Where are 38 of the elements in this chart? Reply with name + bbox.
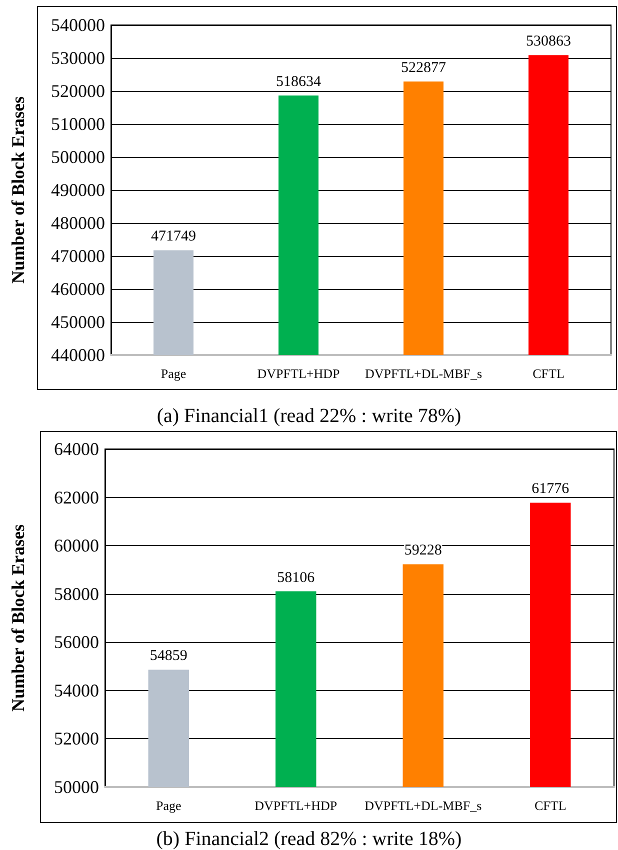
y-tick-label: 500000	[51, 147, 105, 167]
x-tick-label: DVPFTL+DL-MBF_s	[364, 366, 482, 381]
y-tick-label: 52000	[54, 728, 99, 749]
x-tick-label: Page	[156, 798, 182, 813]
data-label: 522877	[401, 60, 446, 76]
x-tick-label: CFTL	[532, 366, 564, 381]
data-label: 518634	[276, 74, 322, 90]
y-tick-label: 62000	[54, 487, 99, 508]
y-tick-label: 490000	[51, 180, 105, 200]
y-tick-label: 470000	[51, 246, 105, 266]
x-tick-label: CFTL	[534, 798, 566, 813]
y-tick-label: 58000	[54, 584, 99, 604]
y-tick-label: 510000	[51, 114, 105, 134]
y-tick-label: 56000	[54, 632, 99, 652]
y-tick-label: 480000	[51, 213, 105, 233]
text: (a) Financial1 (read 22% : write 78%)	[156, 405, 462, 427]
y-tick-label: 54000	[54, 680, 99, 700]
y-tick-label: 460000	[51, 279, 105, 299]
y-tick-label: 530000	[51, 48, 105, 68]
data-label: 54859	[150, 648, 188, 664]
x-tick-label: DVPFTL+DL-MBF_s	[364, 798, 482, 813]
y-tick-label: 60000	[54, 536, 99, 556]
y-tick-label: 450000	[51, 312, 105, 332]
y-tick-label: 64000	[54, 439, 99, 459]
x-tick-label: Page	[160, 366, 186, 381]
data-label: 61776	[532, 481, 570, 498]
x-tick-label: DVPFTL+HDP	[254, 798, 338, 813]
y-tick-label: 520000	[51, 81, 105, 101]
data-label: 530863	[526, 34, 571, 50]
text: (b) Financial2 (read 82% : write 18%)	[155, 828, 463, 850]
data-label: 58106	[277, 570, 316, 586]
y-axis-title: Number of Block Erases	[8, 524, 28, 712]
y-axis-title: Number of Block Erases	[8, 96, 28, 284]
x-tick-label: DVPFTL+HDP	[257, 366, 340, 381]
y-tick-label: 440000	[51, 345, 105, 365]
y-tick-label: 540000	[51, 15, 105, 35]
y-tick-label: 50000	[54, 777, 99, 797]
data-label: 471749	[151, 228, 196, 245]
